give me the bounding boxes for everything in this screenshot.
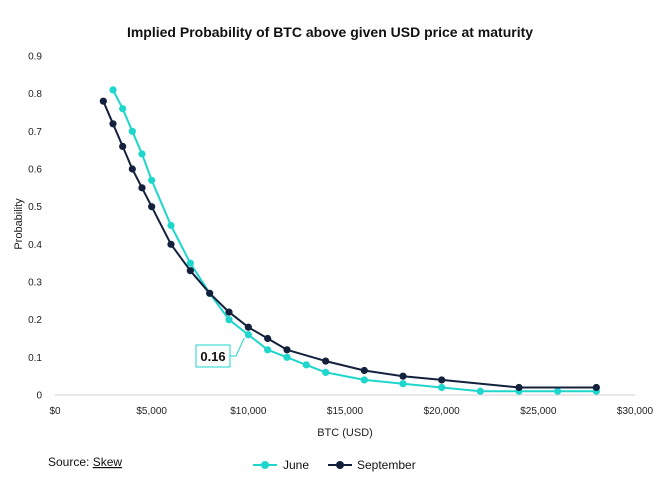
y-tick-label: 0.4: [28, 240, 42, 251]
y-tick-label: 0: [36, 391, 42, 402]
data-point-september: [138, 184, 146, 192]
data-point-june: [244, 331, 252, 339]
data-point-september: [109, 120, 117, 128]
chart-title: Implied Probability of BTC above given U…: [127, 24, 533, 40]
x-axis-ticks: $0 $5,000 $10,000 $15,000 $20,000 $25,000 $30,…: [49, 406, 653, 417]
data-point-september: [360, 366, 368, 375]
y-tick-label: 0.1: [28, 353, 42, 364]
data-point-september: [128, 165, 136, 173]
y-tick-label: 0.6: [28, 165, 42, 176]
series-june: [109, 86, 600, 395]
data-point-june: [128, 127, 136, 135]
data-point-june: [554, 387, 562, 395]
legend: June September: [253, 458, 416, 472]
data-point-june: [109, 86, 117, 94]
data-point-june: [322, 368, 330, 376]
data-point-june: [360, 376, 368, 384]
x-tick-label: $0: [49, 406, 61, 417]
y-axis-ticks: 0 0.1 0.2 0.3 0.4 0.5 0.6 0.7 0.8 0.9: [28, 52, 42, 402]
y-axis-label: Probability: [13, 198, 25, 250]
legend-marker-september: [336, 461, 344, 469]
data-point-june: [438, 383, 446, 392]
y-tick-label: 0.8: [28, 89, 42, 100]
callout-leader: [230, 337, 245, 357]
series-line-september: [102, 100, 597, 389]
source-link[interactable]: Skew: [93, 455, 123, 469]
data-point-june: [225, 316, 233, 324]
data-point-june: [476, 387, 484, 395]
data-point-september: [225, 308, 233, 316]
callout-label: 0.16: [200, 349, 225, 364]
data-point-june: [283, 353, 291, 361]
y-tick-label: 0.5: [28, 202, 42, 213]
data-point-september: [244, 323, 252, 331]
data-point-june: [399, 380, 407, 388]
x-tick-label: $10,000: [230, 406, 267, 417]
data-point-june: [186, 259, 194, 267]
data-point-september: [148, 203, 156, 211]
y-tick-label: 0.7: [28, 127, 42, 138]
data-point-september: [515, 383, 523, 392]
x-tick-label: $30,000: [617, 406, 654, 417]
data-point-september: [186, 267, 194, 275]
source-label: Source:: [48, 455, 93, 469]
y-tick-label: 0.3: [28, 278, 42, 289]
legend-label-june: June: [283, 458, 309, 472]
data-point-september: [206, 289, 214, 297]
series-line-june: [112, 89, 597, 393]
data-point-september: [99, 97, 107, 105]
series-september: [99, 97, 600, 392]
data-point-june: [138, 150, 146, 158]
series-layer: [99, 86, 600, 395]
y-tick-label: 0.2: [28, 315, 42, 326]
x-axis-label: BTC (USD): [317, 427, 373, 439]
data-point-september: [119, 142, 127, 150]
data-point-june: [119, 105, 127, 113]
legend-marker-june: [261, 461, 269, 469]
data-point-june: [264, 346, 272, 354]
source-note: Source: Skew: [48, 455, 122, 469]
data-point-june: [148, 176, 156, 184]
x-tick-label: $25,000: [520, 406, 557, 417]
data-point-september: [264, 334, 272, 343]
data-point-september: [322, 357, 330, 365]
data-point-september: [399, 372, 407, 380]
data-point-september: [592, 383, 600, 392]
x-tick-label: $15,000: [327, 406, 364, 417]
data-point-september: [283, 346, 291, 354]
data-point-june: [302, 361, 310, 369]
annotation-layer: 0.16: [195, 337, 245, 368]
y-tick-label: 0.9: [28, 52, 42, 63]
legend-label-september: September: [357, 458, 416, 472]
data-point-september: [167, 240, 175, 248]
data-point-september: [438, 376, 446, 384]
data-point-june: [167, 221, 175, 230]
x-tick-label: $5,000: [136, 406, 167, 417]
callout-box: [195, 344, 231, 368]
x-tick-label: $20,000: [424, 406, 461, 417]
